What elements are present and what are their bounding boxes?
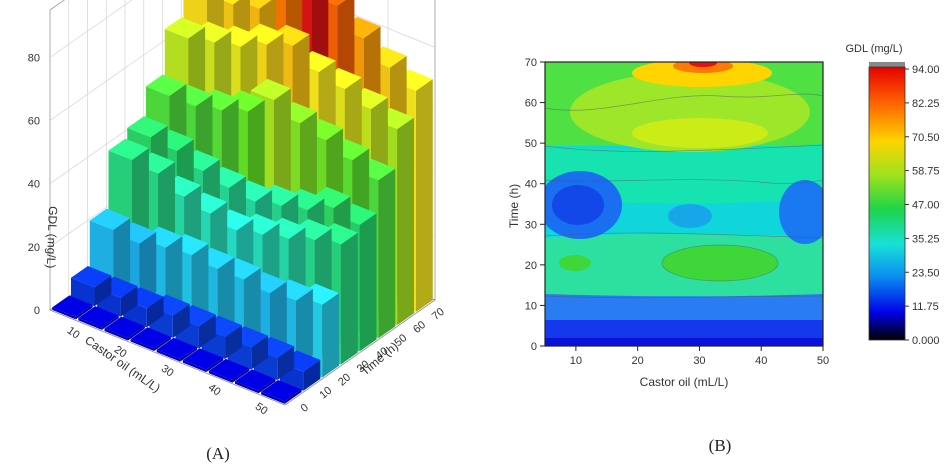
x-tick-label: 50: [817, 355, 829, 367]
x-tick-label: 50: [253, 401, 270, 418]
caption-a: (A): [206, 444, 230, 463]
y-tick-label: 0: [299, 402, 311, 415]
z-tick-label: 0: [34, 305, 40, 317]
bar3d-z-axis-title: GDL (mg/L): [44, 206, 60, 269]
bar-3d: [104, 316, 145, 341]
z-gridline: [49, 0, 436, 58]
contour-chart: 10 20 30 40 50 0 10 20 30 40 50 60 70 Castor oil (mL…: [507, 43, 940, 389]
x-tick-label: 20: [632, 355, 644, 367]
y-tick-label: 20: [336, 371, 353, 388]
bar-3d: [208, 358, 250, 383]
bar3d-bars: [52, 0, 433, 404]
y-tick-label: 70: [525, 57, 537, 69]
colorbar: GDL (mg/L) 94.00 82.25 70.50 58.75 47.00 35.2…: [845, 43, 939, 347]
bar-3d: [70, 265, 112, 307]
contour-blob-low-right: [779, 180, 823, 244]
contour-y-axis-title: Time (h): [507, 184, 521, 228]
colorbar-tick-label: 94.00: [912, 64, 940, 76]
y-tick-label: 10: [317, 385, 334, 402]
colorbar-tick-label: 23.50: [912, 267, 940, 279]
contour-fill: [545, 62, 823, 346]
x-tick-label: 20: [112, 344, 129, 361]
contour-x-axis-title: Castor oil (mL/L): [640, 375, 729, 389]
colorbar-gradient: [868, 66, 906, 341]
bar-3d: [261, 379, 302, 404]
y-tick-label: 50: [525, 138, 537, 150]
contour-tick-labels: 10 20 30 40 50 0 10 20 30 40 50 60 70: [525, 57, 829, 367]
colorbar-cap: [869, 62, 905, 67]
x-tick-label: 30: [159, 363, 176, 380]
bar-3d: [235, 369, 276, 394]
x-tick-label: 30: [693, 355, 705, 367]
colorbar-tick-label: 47.00: [912, 200, 940, 212]
y-tick-label: 10: [525, 300, 537, 312]
z-tick-label: 60: [28, 116, 40, 128]
y-tick-label: 40: [525, 179, 537, 191]
colorbar-title: GDL (mg/L): [845, 43, 902, 55]
bar-3d: [156, 337, 198, 362]
x-tick-label: 10: [570, 355, 582, 367]
y-tick-label: 30: [525, 219, 537, 231]
contour-peak: [689, 62, 717, 67]
colorbar-tick-label: 70.50: [912, 132, 940, 144]
y-tick-label: 60: [411, 319, 428, 336]
y-tick-label: 20: [525, 260, 537, 272]
contour-plot-frame: [544, 61, 824, 347]
x-tick-label: 40: [206, 382, 223, 399]
caption-b: (B): [709, 436, 732, 455]
y-tick-label: 60: [525, 98, 537, 110]
z-tick-label: 40: [28, 179, 40, 191]
contour-blob-mid: [662, 245, 778, 281]
colorbar-tick-label: 82.25: [912, 98, 940, 110]
y-tick-label: 0: [531, 341, 537, 353]
x-tick-label: 40: [755, 355, 767, 367]
z-tick-label: 20: [28, 242, 40, 254]
bar-3d: [130, 327, 171, 352]
colorbar-tick-labels: 94.00 82.25 70.50 58.75 47.00 35.25 23.50 11.75…: [905, 64, 940, 347]
bar-3d: [182, 348, 224, 373]
z-tick-label: 80: [28, 52, 40, 64]
x-tick-label: 10: [65, 325, 82, 342]
bar-3d: [52, 295, 93, 320]
y-tick-label: 70: [430, 306, 447, 323]
colorbar-tick-label: 0.000: [912, 335, 940, 347]
colorbar-tick-label: 35.25: [912, 233, 940, 245]
colorbar-tick-label: 11.75: [912, 301, 939, 313]
colorbar-tick-label: 58.75: [912, 166, 940, 178]
bar-3d: [78, 306, 119, 330]
